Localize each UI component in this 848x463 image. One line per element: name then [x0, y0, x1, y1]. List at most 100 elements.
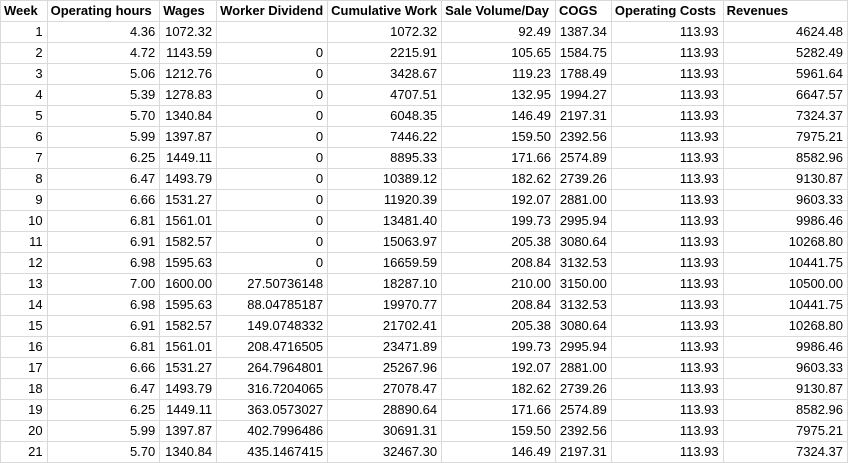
cell-wages[interactable]: 1531.27	[159, 189, 218, 211]
cell-wages[interactable]: 1278.83	[159, 84, 218, 106]
cell-cogs[interactable]: 2574.89	[554, 399, 612, 421]
cell-wages[interactable]: 1143.59	[159, 42, 218, 64]
cell-operating-hours[interactable]: 6.81	[46, 210, 161, 232]
cell-revenues[interactable]: 8582.96	[722, 399, 848, 421]
cell-revenues[interactable]: 7324.37	[722, 441, 848, 463]
cell-revenues[interactable]: 9603.33	[722, 357, 848, 379]
cell-revenues[interactable]: 10268.80	[722, 315, 848, 337]
cell-wages[interactable]: 1493.79	[159, 378, 218, 400]
cell-cumulative-work[interactable]: 4707.51	[327, 84, 443, 106]
cell-cumulative-work[interactable]: 7446.22	[327, 126, 443, 148]
cell-week[interactable]: 1	[0, 21, 48, 43]
cell-week[interactable]: 5	[0, 105, 48, 127]
cell-revenues[interactable]: 10500.00	[722, 273, 848, 295]
cell-sale-volume-day[interactable]: 182.62	[441, 378, 556, 400]
header-cell-cumulative-work[interactable]: Cumulative Work	[327, 0, 443, 22]
cell-cogs[interactable]: 2739.26	[554, 378, 612, 400]
cell-operating-costs[interactable]: 113.93	[610, 105, 724, 127]
cell-week[interactable]: 15	[0, 315, 48, 337]
cell-operating-costs[interactable]: 113.93	[610, 399, 724, 421]
cell-sale-volume-day[interactable]: 92.49	[441, 21, 556, 43]
cell-week[interactable]: 4	[0, 84, 48, 106]
cell-operating-costs[interactable]: 113.93	[610, 441, 724, 463]
cell-sale-volume-day[interactable]: 119.23	[441, 63, 556, 85]
cell-operating-hours[interactable]: 5.39	[46, 84, 161, 106]
cell-operating-costs[interactable]: 113.93	[610, 294, 724, 316]
cell-worker-dividend[interactable]: 0	[216, 231, 329, 253]
cell-wages[interactable]: 1561.01	[159, 336, 218, 358]
cell-cogs[interactable]: 3080.64	[554, 315, 612, 337]
cell-operating-hours[interactable]: 6.98	[46, 252, 161, 274]
cell-wages[interactable]: 1340.84	[159, 105, 218, 127]
cell-revenues[interactable]: 8582.96	[722, 147, 848, 169]
cell-cumulative-work[interactable]: 3428.67	[327, 63, 443, 85]
cell-operating-hours[interactable]: 7.00	[46, 273, 161, 295]
cell-operating-hours[interactable]: 5.70	[46, 105, 161, 127]
cell-cogs[interactable]: 1994.27	[554, 84, 612, 106]
cell-wages[interactable]: 1582.57	[159, 231, 218, 253]
cell-wages[interactable]: 1072.32	[159, 21, 218, 43]
cell-sale-volume-day[interactable]: 159.50	[441, 126, 556, 148]
header-cell-operating-costs[interactable]: Operating Costs	[610, 0, 724, 22]
cell-operating-hours[interactable]: 6.66	[46, 189, 161, 211]
cell-cumulative-work[interactable]: 27078.47	[327, 378, 443, 400]
cell-sale-volume-day[interactable]: 146.49	[441, 105, 556, 127]
cell-wages[interactable]: 1561.01	[159, 210, 218, 232]
cell-worker-dividend[interactable]: 149.0748332	[216, 315, 329, 337]
cell-cogs[interactable]: 3132.53	[554, 252, 612, 274]
cell-sale-volume-day[interactable]: 146.49	[441, 441, 556, 463]
cell-operating-hours[interactable]: 5.70	[46, 441, 161, 463]
cell-cumulative-work[interactable]: 11920.39	[327, 189, 443, 211]
cell-cumulative-work[interactable]: 21702.41	[327, 315, 443, 337]
cell-revenues[interactable]: 5282.49	[722, 42, 848, 64]
cell-cumulative-work[interactable]: 30691.31	[327, 420, 443, 442]
cell-week[interactable]: 9	[0, 189, 48, 211]
cell-operating-hours[interactable]: 6.25	[46, 399, 161, 421]
cell-cumulative-work[interactable]: 6048.35	[327, 105, 443, 127]
cell-cumulative-work[interactable]: 15063.97	[327, 231, 443, 253]
cell-revenues[interactable]: 10268.80	[722, 231, 848, 253]
cell-operating-hours[interactable]: 6.91	[46, 315, 161, 337]
cell-cumulative-work[interactable]: 2215.91	[327, 42, 443, 64]
cell-operating-costs[interactable]: 113.93	[610, 126, 724, 148]
cell-worker-dividend[interactable]: 0	[216, 189, 329, 211]
cell-sale-volume-day[interactable]: 205.38	[441, 231, 556, 253]
cell-wages[interactable]: 1449.11	[159, 147, 218, 169]
cell-operating-costs[interactable]: 113.93	[610, 420, 724, 442]
cell-week[interactable]: 2	[0, 42, 48, 64]
cell-week[interactable]: 10	[0, 210, 48, 232]
cell-operating-costs[interactable]: 113.93	[610, 147, 724, 169]
cell-cogs[interactable]: 2995.94	[554, 210, 612, 232]
cell-cogs[interactable]: 1387.34	[554, 21, 612, 43]
cell-wages[interactable]: 1531.27	[159, 357, 218, 379]
cell-sale-volume-day[interactable]: 199.73	[441, 210, 556, 232]
cell-sale-volume-day[interactable]: 132.95	[441, 84, 556, 106]
cell-operating-costs[interactable]: 113.93	[610, 21, 724, 43]
cell-operating-costs[interactable]: 113.93	[610, 378, 724, 400]
cell-wages[interactable]: 1449.11	[159, 399, 218, 421]
cell-operating-costs[interactable]: 113.93	[610, 357, 724, 379]
cell-cogs[interactable]: 3150.00	[554, 273, 612, 295]
cell-operating-costs[interactable]: 113.93	[610, 84, 724, 106]
cell-revenues[interactable]: 4624.48	[722, 21, 848, 43]
cell-sale-volume-day[interactable]: 171.66	[441, 147, 556, 169]
cell-wages[interactable]: 1212.76	[159, 63, 218, 85]
cell-cogs[interactable]: 2881.00	[554, 357, 612, 379]
cell-week[interactable]: 21	[0, 441, 48, 463]
cell-cumulative-work[interactable]: 28890.64	[327, 399, 443, 421]
cell-operating-costs[interactable]: 113.93	[610, 42, 724, 64]
cell-worker-dividend[interactable]: 208.4716505	[216, 336, 329, 358]
cell-sale-volume-day[interactable]: 171.66	[441, 399, 556, 421]
cell-week[interactable]: 6	[0, 126, 48, 148]
cell-cogs[interactable]: 2574.89	[554, 147, 612, 169]
cell-revenues[interactable]: 9986.46	[722, 210, 848, 232]
header-cell-week[interactable]: Week	[0, 0, 48, 22]
cell-revenues[interactable]: 7975.21	[722, 126, 848, 148]
cell-worker-dividend[interactable]: 0	[216, 252, 329, 274]
cell-cumulative-work[interactable]: 25267.96	[327, 357, 443, 379]
cell-week[interactable]: 8	[0, 168, 48, 190]
cell-worker-dividend[interactable]	[216, 21, 329, 43]
header-cell-worker-dividend[interactable]: Worker Dividend	[216, 0, 329, 22]
cell-operating-hours[interactable]: 6.98	[46, 294, 161, 316]
cell-operating-hours[interactable]: 6.81	[46, 336, 161, 358]
